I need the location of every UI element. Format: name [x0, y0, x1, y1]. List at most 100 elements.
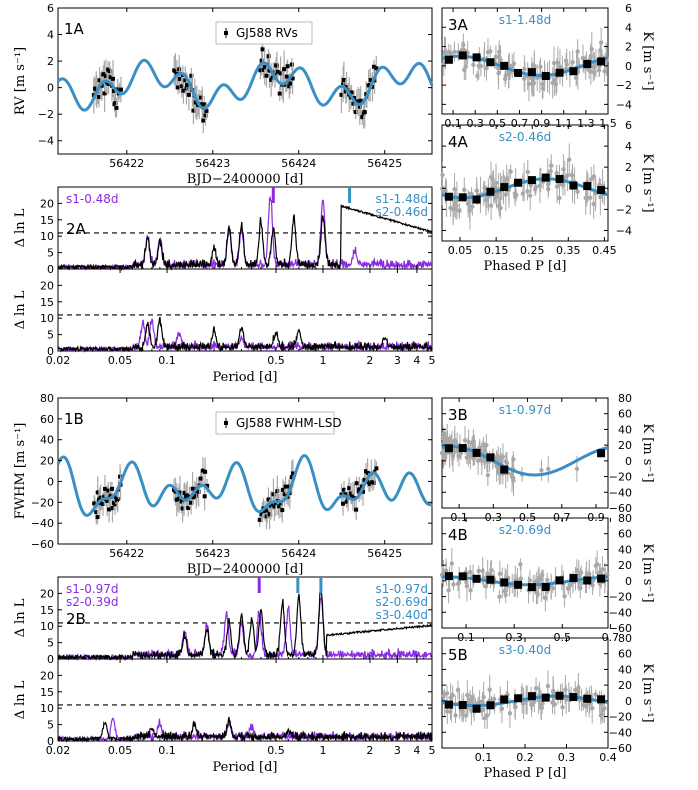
y-axis-label: K [m s⁻¹] — [640, 543, 655, 602]
data-point — [105, 498, 110, 503]
data-point — [555, 60, 561, 65]
y-tick-label: 15 — [40, 214, 54, 227]
y-tick-label: 60 — [618, 648, 632, 661]
data-point — [349, 90, 354, 95]
data-point — [282, 492, 287, 497]
x-tick-label: 0.7 — [511, 117, 529, 130]
x-tick-label: 0.05 — [448, 244, 473, 257]
data-point — [266, 54, 271, 59]
data-point — [537, 183, 543, 188]
data-point — [191, 108, 196, 113]
data-point — [493, 180, 499, 186]
data-point — [356, 99, 361, 104]
data-point — [189, 500, 194, 505]
y-tick-label: −20 — [31, 496, 54, 509]
data-point — [479, 707, 484, 713]
y-axis-label: K [m s⁻¹] — [640, 31, 655, 90]
x-tick-label: 1.3 — [577, 117, 595, 130]
data-point — [477, 445, 482, 450]
data-point — [186, 505, 191, 510]
data-point — [497, 594, 502, 599]
data-point — [357, 487, 362, 492]
data-point — [480, 568, 485, 574]
data-point — [341, 487, 346, 492]
binned-point — [500, 183, 509, 192]
data-point — [274, 63, 279, 68]
period-annotation: s2-0.69d — [499, 523, 552, 537]
data-point — [358, 98, 363, 103]
binned-point — [555, 68, 564, 77]
data-point — [103, 74, 108, 79]
data-point — [507, 711, 513, 716]
data-point — [283, 82, 288, 87]
data-point — [533, 184, 539, 190]
binned-point — [444, 192, 453, 201]
data-point — [344, 499, 349, 504]
x-tick-label: 0.5 — [267, 744, 285, 757]
data-point — [488, 174, 494, 180]
data-point — [549, 163, 554, 168]
binned-point — [514, 68, 523, 77]
data-point — [281, 487, 286, 492]
y-tick-label: −2 — [616, 203, 632, 216]
data-point — [455, 581, 461, 586]
data-point — [600, 567, 605, 572]
data-point — [518, 576, 524, 581]
data-point — [95, 490, 100, 495]
y-tick-label: 0 — [47, 653, 54, 666]
data-point — [578, 585, 583, 591]
y-tick-label: 5 — [47, 247, 54, 260]
data-point — [598, 48, 603, 53]
y-axis-label: Δ ln L — [13, 208, 28, 247]
data-point — [578, 570, 584, 575]
data-point — [529, 702, 534, 708]
x-tick-label: 4 — [413, 744, 420, 757]
data-point — [351, 101, 356, 106]
binned-point — [527, 583, 536, 592]
x-tick-label: 56422 — [109, 547, 144, 560]
panel-label-4b: 4B — [448, 526, 468, 544]
data-point — [290, 471, 295, 476]
data-point — [275, 489, 280, 494]
data-point — [583, 195, 588, 201]
data-point — [200, 468, 205, 473]
model-curve — [441, 445, 609, 477]
data-point — [352, 95, 357, 100]
data-point — [451, 582, 456, 587]
data-point — [538, 64, 543, 70]
data-point — [179, 499, 184, 504]
data-point — [259, 58, 264, 63]
y-tick-label: −60 — [609, 502, 632, 515]
data-point — [277, 504, 282, 509]
data-point — [479, 456, 484, 462]
data-point — [283, 484, 288, 489]
x-tick-label: 0.45 — [592, 244, 617, 257]
x-axis-label: Period [d] — [213, 760, 278, 775]
data-point — [203, 469, 208, 474]
y-tick-label: 80 — [618, 392, 632, 405]
data-point — [453, 203, 458, 208]
data-point — [261, 67, 266, 72]
x-tick-label: 56424 — [281, 157, 316, 170]
data-point — [360, 115, 365, 120]
data-point — [374, 466, 379, 471]
data-point — [449, 561, 455, 566]
data-point — [110, 506, 115, 511]
data-point — [177, 76, 182, 81]
data-point — [92, 501, 97, 506]
data-point — [285, 64, 290, 69]
x-tick-label: 0.25 — [520, 244, 545, 257]
data-point — [488, 49, 493, 54]
binned-point — [555, 576, 564, 585]
data-point — [563, 687, 568, 692]
y-tick-label: −40 — [31, 517, 54, 530]
x-tick-label: 1.5 — [599, 117, 617, 130]
data-point — [551, 60, 557, 66]
legend-marker-icon — [224, 421, 228, 425]
x-tick-label: 3 — [394, 354, 401, 367]
data-point — [177, 496, 182, 501]
y-tick-label: 60 — [618, 528, 632, 541]
data-point — [349, 491, 354, 496]
y-tick-label: 40 — [618, 663, 632, 676]
data-point — [543, 595, 548, 600]
